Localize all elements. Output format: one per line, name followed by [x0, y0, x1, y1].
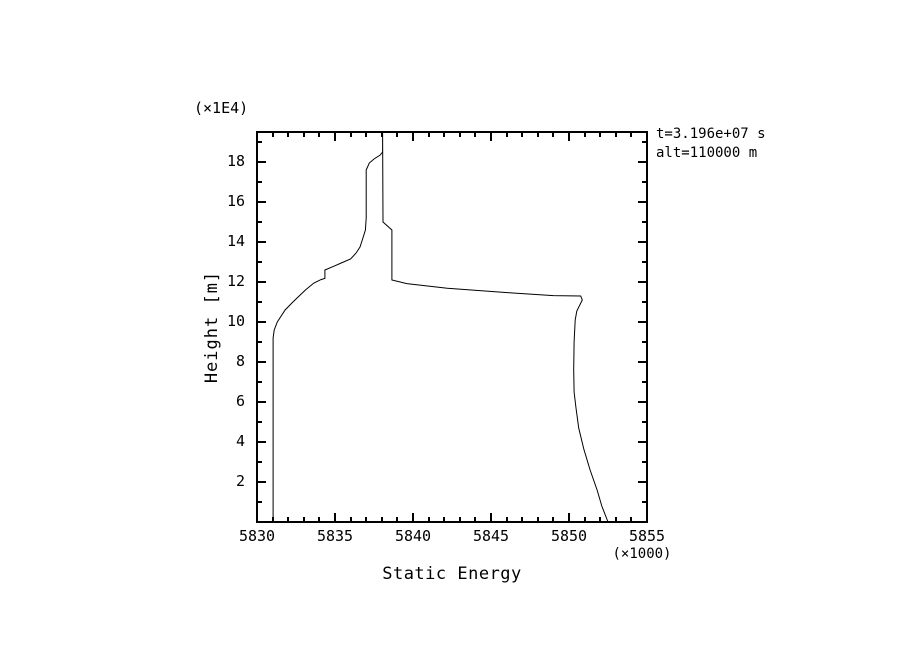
- y-tick-label: 18: [226, 152, 245, 170]
- x-tick-label: 5840: [394, 527, 432, 545]
- x-tick-label: 5850: [550, 527, 588, 545]
- y-tick-label: 16: [226, 192, 245, 210]
- axis-frame: [256, 131, 648, 523]
- x-tick-label: 5830: [238, 527, 276, 545]
- x-axis-title: Static Energy: [382, 564, 522, 584]
- annotation-altitude: alt=110000 m: [656, 145, 758, 161]
- y-tick-label: 8: [235, 352, 245, 370]
- y-tick-label: 10: [226, 312, 245, 330]
- static-energy-curve: [272, 131, 609, 523]
- x-tick-label: 5845: [472, 527, 510, 545]
- y-axis-scale-label: (×1E4): [194, 99, 249, 117]
- annotation: t=3.196e+07 s alt=110000 m: [656, 125, 766, 163]
- y-tick-label: 14: [226, 232, 245, 250]
- y-tick-label: 4: [235, 432, 245, 450]
- x-tick-label: 5855: [628, 527, 666, 545]
- y-tick-label: 2: [235, 472, 245, 490]
- x-axis-scale-label: (×1000): [612, 546, 672, 562]
- y-tick-label: 12: [226, 272, 245, 290]
- annotation-time: t=3.196e+07 s: [656, 126, 766, 142]
- x-tick-label: 5835: [316, 527, 354, 545]
- y-tick-label: 6: [235, 392, 245, 410]
